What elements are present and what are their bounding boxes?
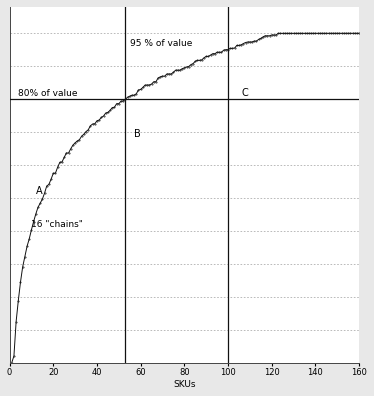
Text: B: B [134,129,141,139]
Text: 16 "chains": 16 "chains" [31,220,83,229]
Text: A: A [36,187,42,196]
Text: 95 % of value: 95 % of value [130,39,192,48]
Text: C: C [241,88,248,97]
X-axis label: SKUs: SKUs [173,380,196,389]
Text: 80% of value: 80% of value [18,89,78,97]
